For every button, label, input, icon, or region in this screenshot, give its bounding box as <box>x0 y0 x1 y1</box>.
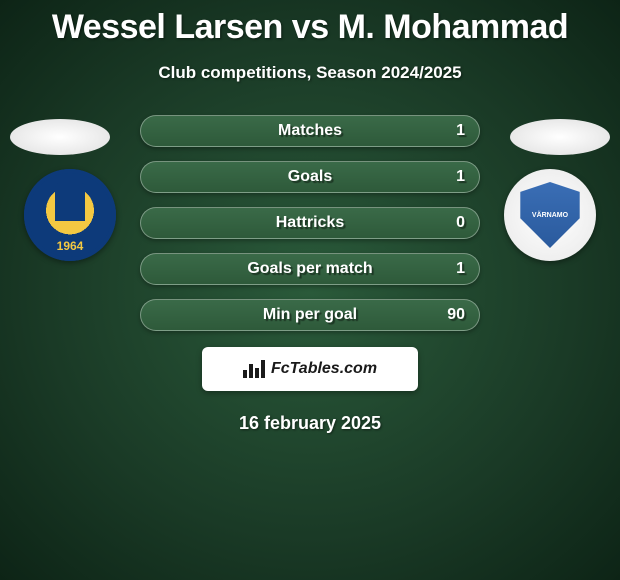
player-b-name: M. Mohammad <box>338 8 569 46</box>
stat-row: Goals 1 <box>140 161 480 193</box>
stat-value-right: 1 <box>456 260 465 278</box>
stat-value-right: 0 <box>456 214 465 232</box>
footer-brand-badge[interactable]: FcTables.com <box>202 347 418 391</box>
stat-value-right: 90 <box>447 306 465 324</box>
subtitle: Club competitions, Season 2024/2025 <box>0 63 620 83</box>
stat-value-right: 1 <box>456 168 465 186</box>
stat-label: Hattricks <box>276 214 344 232</box>
vs-separator: vs <box>292 8 329 46</box>
club-badge-right-shield: VÄRNAMO <box>517 182 583 248</box>
stat-label: Goals <box>288 168 332 186</box>
date-label: 16 february 2025 <box>0 413 620 434</box>
stat-row: Goals per match 1 <box>140 253 480 285</box>
stats-area: 1964 VÄRNAMO Matches 1 Goals 1 Hattricks… <box>0 115 620 331</box>
chart-bars-icon <box>243 360 265 378</box>
club-badge-left: 1964 <box>24 169 116 261</box>
player-b-photo-placeholder <box>510 119 610 155</box>
player-a-photo-placeholder <box>10 119 110 155</box>
footer-brand-text: FcTables.com <box>271 360 377 378</box>
stat-row: Matches 1 <box>140 115 480 147</box>
page-title: Wessel Larsen vs M. Mohammad <box>0 0 620 47</box>
club-badge-right-text: VÄRNAMO <box>532 212 568 219</box>
stat-value-right: 1 <box>456 122 465 140</box>
stat-row: Min per goal 90 <box>140 299 480 331</box>
club-badge-left-year: 1964 <box>57 239 84 253</box>
stat-row: Hattricks 0 <box>140 207 480 239</box>
player-a-name: Wessel Larsen <box>52 8 283 46</box>
club-badge-right: VÄRNAMO <box>504 169 596 261</box>
stat-label: Min per goal <box>263 306 357 324</box>
stat-label: Matches <box>278 122 342 140</box>
stat-label: Goals per match <box>247 260 372 278</box>
